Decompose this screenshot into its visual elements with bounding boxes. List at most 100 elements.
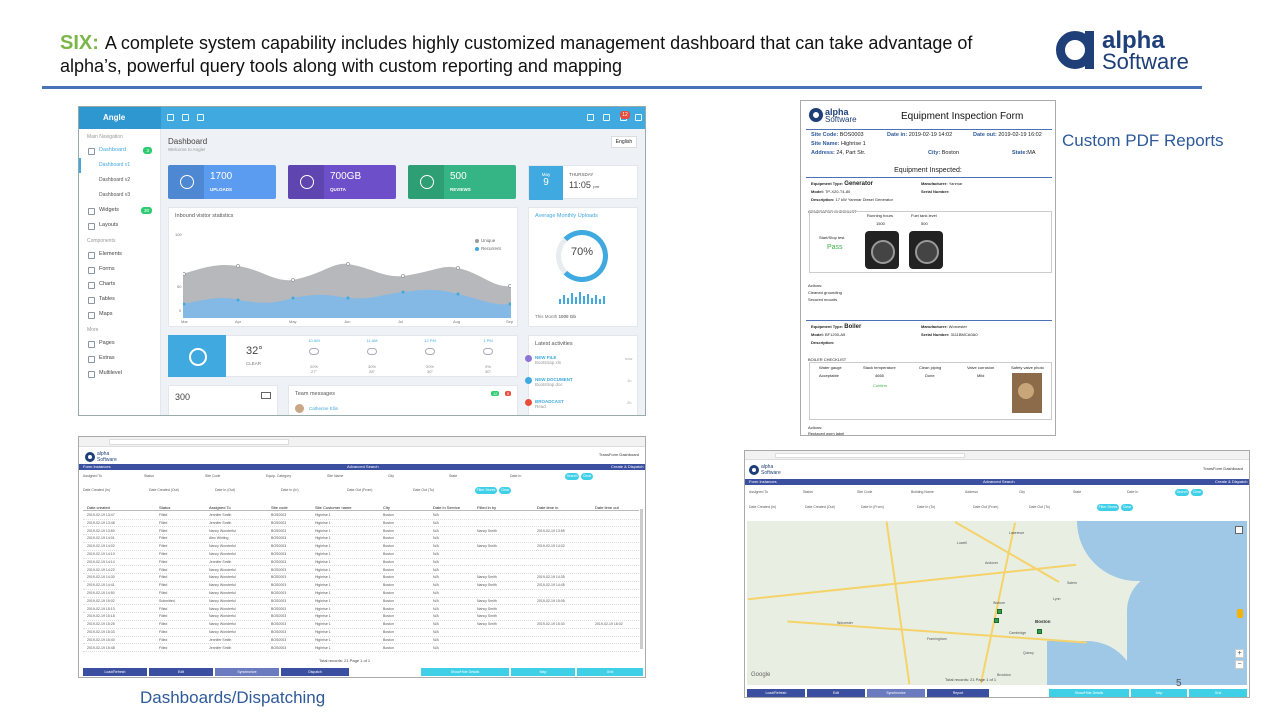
map-canvas[interactable]: Boston Lowell Lawrence Andover Woburn Ca… <box>747 521 1247 685</box>
table-row[interactable]: 2019-02-19 14:41 Filled Nancy Wonderful BOS… <box>83 582 639 590</box>
edit-button[interactable]: Edit <box>807 689 865 697</box>
table-row[interactable]: 2019-02-19 15:18 Filled Nancy Wonderful BOS… <box>83 613 639 621</box>
column-header[interactable]: Date time out <box>595 505 619 510</box>
table-row[interactable]: 2019-02-19 14:30 Filled Nancy Wonderful BOS… <box>83 574 639 582</box>
address-bar[interactable] <box>109 439 289 445</box>
table-row[interactable]: 2019-02-19 14:02 Filled Nancy Wonderful BOS… <box>83 543 639 551</box>
sidebar-item-dashboard[interactable]: Dashboard 3 <box>79 143 160 158</box>
sidebar-item-pages[interactable]: Pages <box>79 336 160 351</box>
filter-field[interactable]: Date Out (To) <box>1029 505 1051 509</box>
clear-filter-button[interactable]: Clear <box>499 487 511 494</box>
activity-item[interactable]: NEW FILE Bootstrap.xls <box>525 355 561 365</box>
map-button[interactable]: Map <box>511 668 575 676</box>
fullscreen-icon[interactable] <box>1235 526 1243 534</box>
filter-field[interactable]: Date Created (In) <box>749 505 777 509</box>
edit-button[interactable]: Edit <box>149 668 213 676</box>
grid-icon[interactable] <box>603 114 610 121</box>
site-marker-icon[interactable] <box>997 609 1002 614</box>
clear-filter-button[interactable]: Clear <box>1121 504 1133 511</box>
filter-field[interactable]: Date Created (Out) <box>805 505 835 509</box>
activity-item[interactable]: NEW DOCUMENT Bootstrap.doc <box>525 377 573 387</box>
address-bar[interactable] <box>775 453 965 458</box>
filter-stores-button[interactable]: Filter Stores <box>1097 504 1119 511</box>
site-marker-icon[interactable] <box>1037 629 1042 634</box>
search-icon[interactable] <box>587 114 594 121</box>
sidebar-item-tables[interactable]: Tables <box>79 292 160 307</box>
zoom-out-button[interactable]: − <box>1235 660 1244 669</box>
menu-icon[interactable] <box>167 114 174 121</box>
activity-item[interactable]: BROADCAST Read <box>525 399 564 409</box>
map-button[interactable]: Map <box>1131 689 1187 697</box>
show-hide-details-button[interactable]: Show/Hide Details <box>1049 689 1129 697</box>
band-left[interactable]: Form Instances <box>83 464 111 469</box>
band-mid[interactable]: Advanced Search <box>347 464 379 469</box>
filter-field[interactable]: Site Code <box>857 490 873 494</box>
table-row[interactable]: 2019-02-19 14:14 Filled Jennifer Smith BOS0… <box>83 559 639 567</box>
column-header[interactable]: Site Customer name <box>315 505 352 510</box>
dashboard-brand[interactable]: Angle <box>79 107 161 129</box>
column-header[interactable]: Date created <box>87 505 110 510</box>
filter-field[interactable]: Date In <box>510 474 522 478</box>
sidebar-item-maps[interactable]: Maps <box>79 307 160 322</box>
table-row[interactable]: 2019-02-19 13:47 Filled Jennifer Smith BOS0… <box>83 512 639 520</box>
table-row[interactable]: 2019-02-19 14:01 Filled Alex Whiting BOS000… <box>83 535 639 543</box>
column-header[interactable]: Assigned To <box>209 505 231 510</box>
search-button[interactable]: Search <box>1175 489 1189 496</box>
clear-button[interactable]: Clear <box>581 473 593 480</box>
column-header[interactable]: City <box>383 505 390 510</box>
filter-field[interactable]: Date In (In) <box>281 488 299 492</box>
show-hide-details-button[interactable]: Show/Hide Details <box>421 668 509 676</box>
table-row[interactable]: 2019-02-19 15:10 Filled Nancy Wonderful BOS… <box>83 606 639 614</box>
search-button[interactable]: Search <box>565 473 579 480</box>
expand-icon[interactable] <box>635 114 642 121</box>
table-row[interactable]: 2019-02-19 13:50 Filled Nancy Wonderful BOS… <box>83 528 639 536</box>
scrollbar[interactable] <box>640 509 643 649</box>
filter-field[interactable]: Date Created (In) <box>83 488 111 492</box>
table-row[interactable]: 2019-02-19 14:10 Filled Nancy Wonderful BOS… <box>83 551 639 559</box>
band-mid[interactable]: Advanced Search <box>983 479 1015 484</box>
table-row[interactable]: 2019-02-19 15:48 Filled Jennifer Smith BOS0… <box>83 645 639 653</box>
sidebar-subitem-dashboard-v3[interactable]: Dashboard v3 <box>99 192 131 198</box>
team-member-name[interactable]: Catherine Ellis <box>309 406 339 411</box>
filter-field[interactable]: Address <box>965 490 978 494</box>
site-marker-icon[interactable] <box>994 618 999 623</box>
sidebar-item-widgets[interactable]: Widgets 30 <box>79 203 160 218</box>
filter-field[interactable]: Assigned To <box>749 490 769 494</box>
sidebar-item-charts[interactable]: Charts <box>79 277 160 292</box>
sidebar-item-elements[interactable]: Elements <box>79 247 160 262</box>
filter-field[interactable]: Site Code <box>205 474 221 478</box>
filter-field[interactable]: Date In <box>1127 490 1139 494</box>
column-header[interactable]: Site code <box>271 505 288 510</box>
filter-field[interactable]: Date Created (Out) <box>149 488 179 492</box>
filter-field[interactable]: Assigned To <box>83 474 103 478</box>
filter-field[interactable]: Date Out (From) <box>347 488 373 492</box>
table-row[interactable]: 2019-02-19 14:50 Filled Nancy Wonderful BOS… <box>83 590 639 598</box>
synchronize-button[interactable]: Synchronize <box>215 668 279 676</box>
filter-field[interactable]: Date In (To) <box>917 505 936 509</box>
band-right[interactable]: Create & Dispatch <box>611 464 644 469</box>
sidebar-item-forms[interactable]: Forms <box>79 262 160 277</box>
synchronize-button[interactable]: Synchronize <box>867 689 925 697</box>
table-row[interactable]: 2019-02-19 14:22 Filled Nancy Wonderful BOS… <box>83 567 639 575</box>
report-button[interactable]: Report <box>927 689 989 697</box>
filter-field[interactable]: State <box>449 474 458 478</box>
user-icon[interactable] <box>182 114 189 121</box>
column-header[interactable]: Filled in by <box>477 505 497 510</box>
pager[interactable]: Total records: 21 Page 1 of 1 <box>319 658 371 663</box>
filter-field[interactable]: Status <box>803 490 813 494</box>
zoom-in-button[interactable]: + <box>1235 649 1244 658</box>
table-row[interactable]: 2019-02-19 15:02 Submitted Nancy Wonderful… <box>83 598 639 606</box>
sidebar-item-extras[interactable]: Extras <box>79 351 160 366</box>
column-header[interactable]: Date in Service <box>433 505 461 510</box>
lock-icon[interactable] <box>197 114 204 121</box>
language-select[interactable]: English <box>611 136 637 148</box>
filter-stores-button[interactable]: Filter Stores <box>475 487 497 494</box>
dispatch-button[interactable]: Dispatch <box>281 668 349 676</box>
grid-button[interactable]: Grid <box>1189 689 1247 697</box>
sidebar-subitem-dashboard-v2[interactable]: Dashboard v2 <box>99 177 131 183</box>
filter-field[interactable]: Equip. Category <box>266 474 292 478</box>
filter-field[interactable]: City <box>388 474 395 478</box>
clear-button[interactable]: Clear <box>1191 489 1203 496</box>
filter-field[interactable]: Status <box>144 474 154 478</box>
filter-field[interactable]: State <box>1073 490 1082 494</box>
